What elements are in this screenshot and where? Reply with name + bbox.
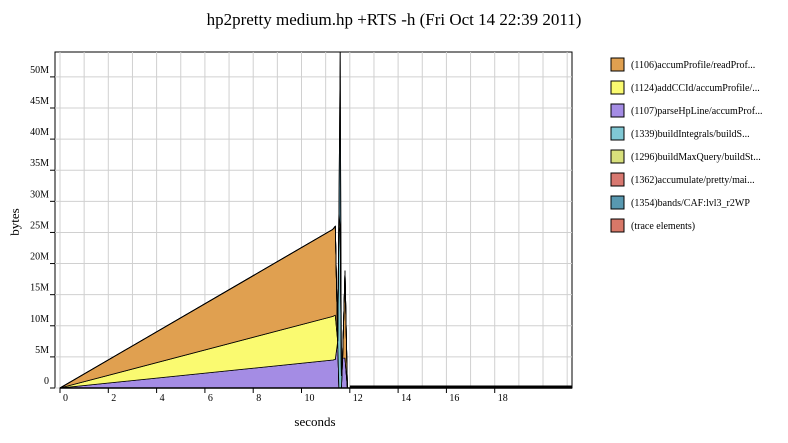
legend-swatch bbox=[610, 195, 625, 210]
x-tick-label: 10 bbox=[305, 393, 315, 404]
legend-swatch bbox=[610, 80, 625, 95]
legend-label: (1362)accumulate/pretty/mai... bbox=[631, 175, 755, 186]
y-tick-label: 20M bbox=[30, 252, 49, 263]
chart-title: hp2pretty medium.hp +RTS -h (Fri Oct 14 … bbox=[207, 10, 582, 29]
y-tick-label: 5M bbox=[35, 345, 49, 356]
legend-label: (1296)buildMaxQuery/buildSt... bbox=[631, 152, 761, 163]
y-tick-label: 45M bbox=[30, 96, 49, 107]
y-tick-label: 30M bbox=[30, 189, 49, 200]
legend-label: (1107)parseHpLine/accumProf... bbox=[631, 106, 763, 117]
x-tick-label: 16 bbox=[449, 393, 459, 404]
x-tick-label: 12 bbox=[353, 393, 363, 404]
plot-area: 0 2 4 6 8 10 12 14 16 18 0 5M 10M 15M 20M 25M 30M 35M 40M 4… bbox=[30, 51, 573, 404]
x-tick-label: 14 bbox=[401, 393, 411, 404]
legend-label: (1339)buildIntegrals/buildS... bbox=[631, 129, 750, 140]
legend-swatch bbox=[610, 218, 625, 233]
x-tick-label: 8 bbox=[256, 393, 261, 404]
legend-swatch bbox=[610, 57, 625, 72]
y-axis-label: bytes bbox=[7, 208, 22, 235]
legend-label: (1124)addCCId/accumProfile/... bbox=[631, 83, 760, 94]
y-tick-label: 10M bbox=[30, 314, 49, 325]
legend-swatch bbox=[610, 126, 625, 141]
x-tick-label: 4 bbox=[160, 393, 165, 404]
x-tick-label: 2 bbox=[111, 393, 116, 404]
legend-swatch bbox=[610, 149, 625, 164]
legend-swatch bbox=[610, 103, 625, 118]
x-tick-label: 18 bbox=[498, 393, 508, 404]
y-tick-label: 25M bbox=[30, 220, 49, 231]
legend-label: (1106)accumProfile/readProf... bbox=[631, 60, 755, 71]
y-tick-label: 50M bbox=[30, 65, 49, 76]
legend-label: (1354)bands/CAF:lvl3_r2WP bbox=[631, 198, 750, 209]
x-axis-label: seconds bbox=[294, 414, 335, 429]
legend-swatch bbox=[610, 172, 625, 187]
y-tick-label: 15M bbox=[30, 283, 49, 294]
y-tick-label: 35M bbox=[30, 158, 49, 169]
x-tick-label: 6 bbox=[208, 393, 213, 404]
legend: (1106)accumProfile/readProf... (1124)addC… bbox=[610, 57, 763, 233]
x-tick-label: 0 bbox=[63, 393, 68, 404]
y-tick-label: 0 bbox=[44, 376, 49, 387]
legend-label: (trace elements) bbox=[631, 221, 695, 232]
y-tick-label: 40M bbox=[30, 127, 49, 138]
